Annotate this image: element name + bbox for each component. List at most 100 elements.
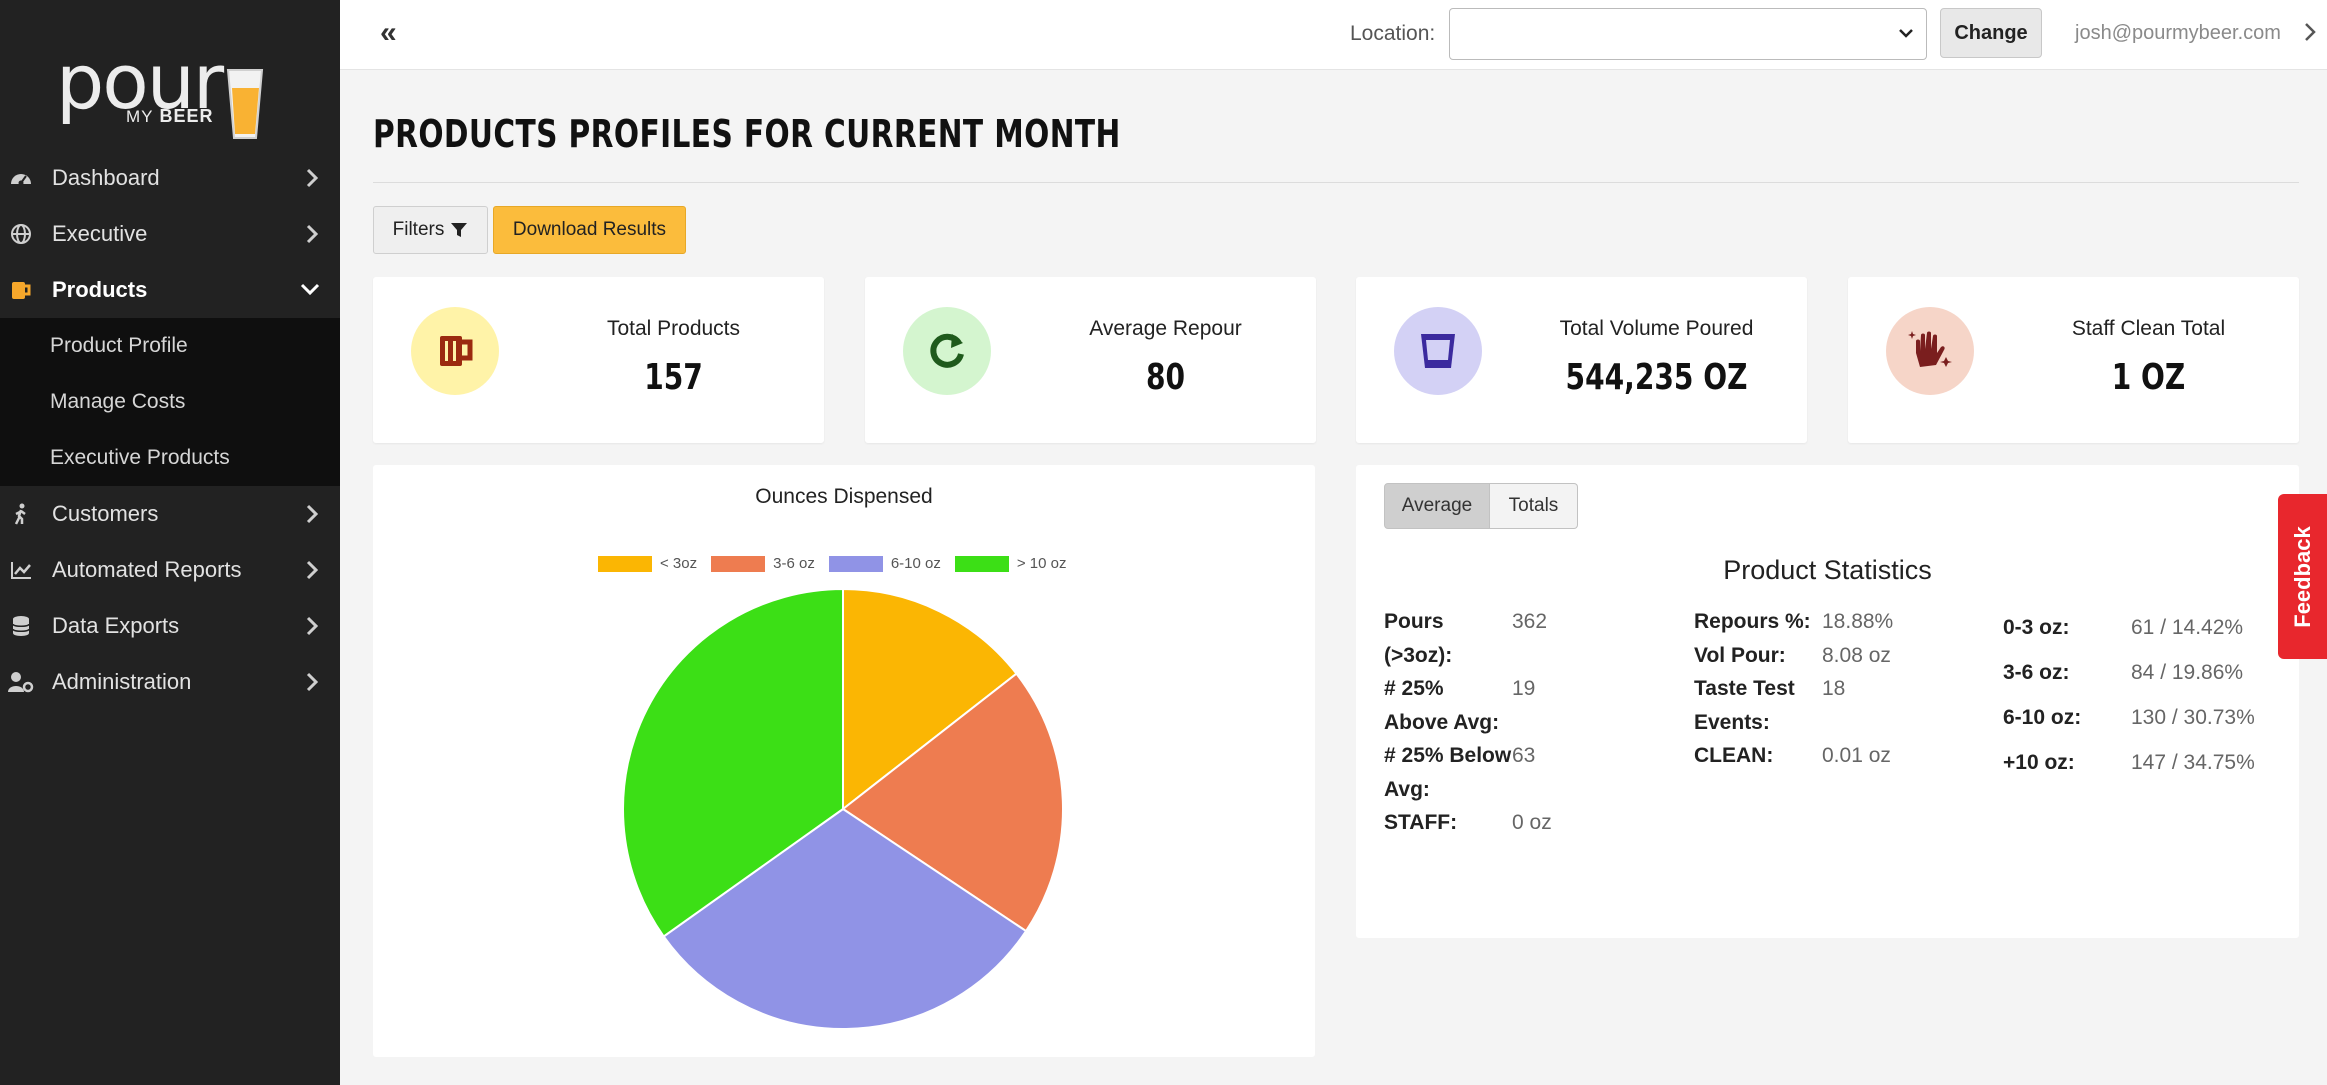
location-select[interactable]	[1449, 8, 1927, 60]
stat-val: 18	[1822, 677, 1846, 700]
stat-val: 84 / 19.86%	[2131, 661, 2244, 684]
dashboard-icon	[8, 165, 34, 191]
chevron-right-icon	[306, 224, 318, 244]
stats-column-2: Repours %: 18.88% Vol Pour: 8.08 oz Taste …	[1694, 605, 1893, 773]
sidebar-item-data-exports[interactable]: Data Exports	[0, 598, 340, 654]
stat-row: # 25% Above Avg: 19	[1384, 672, 1552, 739]
legend-item[interactable]: 6-10 oz	[828, 555, 941, 572]
logo-text: pour	[56, 37, 224, 126]
filter-icon	[451, 223, 468, 237]
sidebar-item-automated-reports[interactable]: Automated Reports	[0, 542, 340, 598]
stat-val: 0.01 oz	[1822, 744, 1891, 767]
stats-toggle: Average Totals	[1384, 483, 1578, 529]
tab-average[interactable]: Average	[1384, 483, 1490, 529]
logo-sub-my: MY	[126, 107, 154, 126]
chevron-down-icon	[300, 283, 320, 296]
stat-key: +10 oz:	[2003, 751, 2075, 774]
pie-slice-6-10-oz[interactable]	[662, 807, 1028, 1030]
legend-label: > 10 oz	[1016, 555, 1067, 572]
clean-hands-icon	[1886, 307, 1974, 395]
sidebar-item-administration[interactable]: Administration	[0, 654, 340, 710]
pie-slice-3-6-oz[interactable]	[841, 672, 1064, 933]
stat-value: 80	[1145, 357, 1186, 398]
chevron-right-icon[interactable]	[2304, 22, 2316, 42]
stat-val: 147 / 34.75%	[2131, 751, 2255, 774]
chevron-right-icon	[306, 616, 318, 636]
change-location-button[interactable]: Change	[1940, 8, 2042, 58]
user-menu[interactable]: josh@pourmybeer.com	[2075, 22, 2281, 44]
stat-val: 0 oz	[1512, 811, 1552, 834]
stat-label: Total Products	[606, 317, 741, 340]
sidebar-item-customers[interactable]: Customers	[0, 486, 340, 542]
sidebar-item-executive[interactable]: Executive	[0, 206, 340, 262]
filters-label: Filters	[392, 219, 445, 240]
legend-label: 3-6 oz	[773, 555, 815, 572]
sidebar-subitem-manage-costs[interactable]: Manage Costs	[50, 390, 186, 413]
stat-key: STAFF:	[1384, 811, 1458, 834]
sidebar-item-label: Executive	[52, 221, 148, 246]
sidebar-subitem-executive-products[interactable]: Executive Products	[50, 446, 230, 469]
stat-card-staff-clean-total: Staff Clean Total 1 OZ	[1848, 277, 2299, 443]
stat-card-total-products: Total Products 157	[373, 277, 824, 443]
legend-swatch	[828, 555, 883, 572]
download-results-button[interactable]: Download Results	[493, 206, 686, 254]
chart-legend: < 3oz 3-6 oz 6-10 oz > 10 oz	[598, 555, 1067, 572]
redo-icon	[903, 307, 991, 395]
stat-key: Taste Test Events:	[1694, 677, 1795, 734]
stat-key: 0-3 oz:	[2003, 616, 2070, 639]
feedback-tab[interactable]: Feedback	[2278, 494, 2327, 659]
tab-totals[interactable]: Totals	[1490, 483, 1578, 529]
divider	[373, 182, 2299, 183]
stat-label: Total Volume Poured	[1559, 317, 1754, 340]
legend-item[interactable]: > 10 oz	[954, 555, 1067, 572]
stat-key: # 25% Below Avg:	[1384, 744, 1512, 801]
sidebar-nav: Dashboard Executive Products Product Pro…	[0, 150, 340, 710]
stat-key: 3-6 oz:	[2003, 661, 2070, 684]
chevron-right-icon	[306, 168, 318, 188]
location-label: Location:	[1350, 22, 1436, 45]
chevron-right-icon	[306, 560, 318, 580]
sidebar-item-label: Dashboard	[52, 165, 160, 190]
stat-value: 1 OZ	[2111, 357, 2186, 398]
chevron-right-icon	[306, 672, 318, 692]
database-icon	[8, 613, 34, 639]
stat-key: Pours (>3oz):	[1384, 610, 1453, 667]
legend-item[interactable]: < 3oz	[598, 555, 697, 572]
stats-title: Product Statistics	[1723, 555, 1932, 585]
stat-val: 18.88%	[1822, 610, 1894, 633]
stat-label: Average Repour	[1089, 317, 1242, 340]
sidebar-item-label: Customers	[52, 501, 159, 526]
sidebar-item-label: Automated Reports	[52, 557, 242, 582]
sidebar-subitem-product-profile[interactable]: Product Profile	[50, 334, 188, 357]
stat-key: 6-10 oz:	[2003, 706, 2082, 729]
sidebar-item-products[interactable]: Products	[0, 262, 340, 318]
sidebar: pour MY BEER Dashboard Executive	[0, 0, 340, 1085]
stat-row: # 25% Below Avg: 63	[1384, 739, 1552, 806]
pie-slice-10-oz[interactable]	[622, 589, 844, 938]
sidebar-item-dashboard[interactable]: Dashboard	[0, 150, 340, 206]
collapse-sidebar-button[interactable]: «	[380, 16, 397, 49]
stat-row: Repours %: 18.88%	[1694, 605, 1893, 639]
walking-person-icon	[8, 501, 34, 527]
pie-slice-3oz[interactable]	[842, 589, 1018, 812]
stat-value: 157	[644, 357, 703, 398]
legend-swatch	[598, 555, 652, 572]
beer-mug-icon	[8, 277, 34, 303]
chart-line-icon	[8, 557, 34, 583]
legend-item[interactable]: 3-6 oz	[711, 555, 815, 572]
stat-row: 6-10 oz: 130 / 30.73%	[2003, 695, 2255, 740]
stat-label: Staff Clean Total	[2071, 317, 2226, 340]
stat-key: CLEAN:	[1694, 744, 1774, 767]
logo-subtext: MY BEER	[126, 106, 214, 127]
sidebar-item-label: Administration	[52, 669, 192, 694]
pour-my-beer-logo[interactable]: pour MY BEER	[56, 44, 266, 144]
stat-row: Pours (>3oz): 362	[1384, 605, 1552, 672]
legend-swatch	[711, 555, 766, 572]
stat-val: 63	[1512, 744, 1536, 767]
glass-icon	[1394, 307, 1482, 395]
logo-sub-beer: BEER	[159, 106, 214, 126]
filters-button[interactable]: Filters	[373, 206, 488, 254]
chevron-right-icon	[306, 504, 318, 524]
legend-swatch	[954, 555, 1009, 572]
stat-row: Taste Test Events: 18	[1694, 672, 1893, 739]
